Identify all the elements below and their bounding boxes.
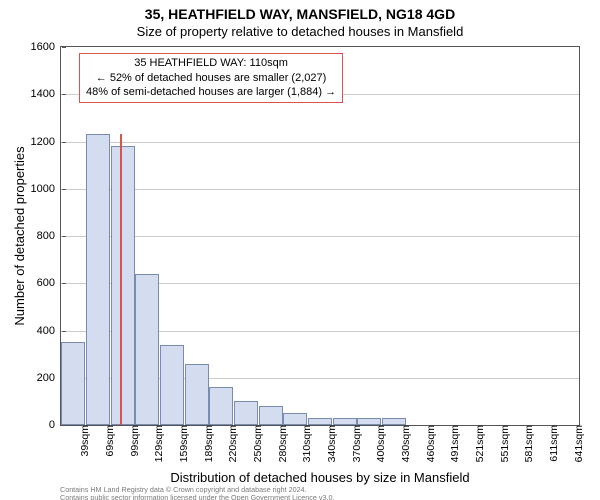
bar xyxy=(209,387,233,425)
x-tick-label: 611sqm xyxy=(546,425,560,462)
x-tick-label: 129sqm xyxy=(151,425,165,462)
y-tick-label: 200 xyxy=(37,372,61,384)
y-tick-label: 600 xyxy=(37,277,61,289)
x-tick-label: 159sqm xyxy=(176,425,190,462)
x-tick-label: 340sqm xyxy=(324,425,338,462)
annotation-box: 35 HEATHFIELD WAY: 110sqm← 52% of detach… xyxy=(79,53,343,104)
bar xyxy=(259,406,283,425)
y-tick-label: 400 xyxy=(37,325,61,337)
plot-area: 0200400600800100012001400160039sqm69sqm9… xyxy=(60,46,580,426)
x-tick-label: 400sqm xyxy=(373,425,387,462)
x-tick-label: 491sqm xyxy=(447,425,461,462)
bar xyxy=(308,418,332,425)
x-axis-label: Distribution of detached houses by size … xyxy=(60,470,580,485)
gridline xyxy=(61,236,579,237)
y-tick-label: 1000 xyxy=(31,183,61,195)
y-axis-label: Number of detached properties xyxy=(12,146,27,325)
x-tick-label: 69sqm xyxy=(102,425,116,457)
bar xyxy=(357,418,381,425)
gridline xyxy=(61,142,579,143)
x-tick-label: 99sqm xyxy=(127,425,141,457)
bar xyxy=(111,146,135,425)
footer-text: Contains HM Land Registry data © Crown c… xyxy=(60,486,334,500)
y-tick-label: 1400 xyxy=(31,88,61,100)
x-tick-label: 551sqm xyxy=(497,425,511,462)
y-tick-label: 800 xyxy=(37,230,61,242)
x-tick-label: 220sqm xyxy=(225,425,239,462)
y-tick-label: 1600 xyxy=(31,41,61,53)
x-tick-label: 189sqm xyxy=(201,425,215,462)
x-tick-label: 430sqm xyxy=(398,425,412,462)
bar xyxy=(382,418,406,425)
bar xyxy=(61,342,85,425)
bar xyxy=(234,401,258,425)
bar xyxy=(86,134,110,425)
x-tick-label: 641sqm xyxy=(571,425,585,462)
x-tick-label: 581sqm xyxy=(521,425,535,462)
x-tick-label: 521sqm xyxy=(472,425,486,462)
bar xyxy=(283,413,307,425)
bar xyxy=(135,274,159,425)
x-tick-label: 310sqm xyxy=(299,425,313,462)
chart-title-address: 35, HEATHFIELD WAY, MANSFIELD, NG18 4GD xyxy=(0,6,600,22)
property-marker-line xyxy=(120,134,122,425)
x-tick-label: 250sqm xyxy=(250,425,264,462)
x-tick-label: 39sqm xyxy=(77,425,91,457)
x-tick-label: 460sqm xyxy=(423,425,437,462)
y-tick-label: 0 xyxy=(49,419,61,431)
x-tick-label: 370sqm xyxy=(349,425,363,462)
x-tick-label: 280sqm xyxy=(275,425,289,462)
annotation-line: 35 HEATHFIELD WAY: 110sqm xyxy=(86,56,336,71)
annotation-line: ← 52% of detached houses are smaller (2,… xyxy=(86,71,336,86)
annotation-line: 48% of semi-detached houses are larger (… xyxy=(86,85,336,100)
bar xyxy=(160,345,184,425)
y-tick-label: 1200 xyxy=(31,136,61,148)
bar xyxy=(333,418,357,425)
bar xyxy=(185,364,209,425)
gridline xyxy=(61,189,579,190)
chart-subtitle: Size of property relative to detached ho… xyxy=(0,24,600,39)
footer-line-2: Contains public sector information licen… xyxy=(60,493,334,500)
chart-frame: 35, HEATHFIELD WAY, MANSFIELD, NG18 4GD … xyxy=(0,0,600,500)
